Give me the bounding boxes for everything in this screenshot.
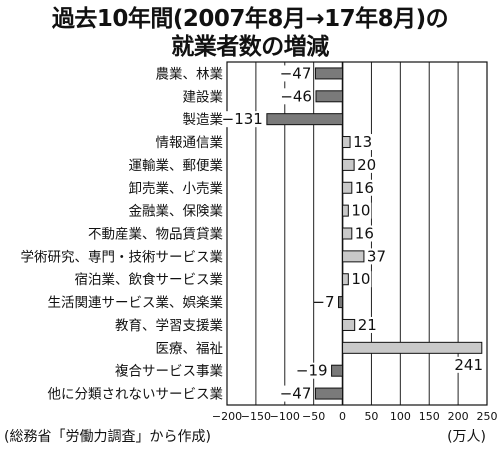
x-tick-label: 200 [448,410,469,423]
data-label: 16 [355,225,374,243]
bar [338,296,344,309]
chart-title-line1: 過去10年間(2007年8月→17年8月)の [51,6,449,32]
category-label: 複合サービス事業 [115,363,223,380]
data-label: −46 [280,87,312,105]
data-label-bg [281,65,313,82]
bar [342,273,349,286]
x-tick-label: 100 [390,410,411,423]
plot-frame [226,61,488,406]
x-tick-label: 0 [339,410,346,423]
unit-label: (万人) [447,429,486,445]
bar [342,204,349,217]
bar [266,113,344,126]
x-tick-label: 150 [419,410,440,423]
bar [342,227,353,240]
bar [314,67,344,80]
data-label: 37 [367,247,386,265]
data-label-bg [353,179,375,196]
chart-title-line2: 就業者数の増減 [171,34,329,60]
data-label-bg [453,356,484,373]
data-label-bg [282,88,313,105]
data-label: −7 [312,293,334,311]
category-label: 不動産業、物品賃貸業 [88,227,223,243]
bar [342,136,351,149]
data-label-bg [223,111,264,128]
category-label: 農業、林業 [156,66,224,82]
bar [342,250,365,263]
data-label-bg [298,362,329,379]
data-label: 241 [454,356,483,374]
category-label: 情報通信業 [156,135,224,151]
data-label-bg [353,225,375,242]
data-label: 16 [355,179,374,197]
data-label: −131 [222,110,263,128]
data-label: −47 [280,64,312,82]
data-label-bg [356,156,378,173]
data-label-bg [356,316,378,333]
data-label: 10 [351,270,370,288]
x-tick-label: 250 [477,410,498,423]
category-label: 生活関連サービス業、娯楽業 [48,295,224,311]
category-label: 建設業 [183,89,224,105]
bar [314,387,344,400]
bar [342,181,353,194]
data-label-bg [350,202,372,219]
category-label: 運輸業、郵便業 [129,158,224,174]
category-label: 医療、福祉 [156,340,224,357]
data-label-bg [352,134,374,151]
x-tick-label: −200 [212,410,242,423]
category-label: 教育、学習支援業 [115,318,223,334]
data-label-bg [281,385,313,402]
data-label: 10 [351,202,370,220]
bar [342,318,356,331]
category-label: 学術研究、専門・技術サービス業 [21,249,224,265]
data-label-bg [350,271,372,288]
x-tick-label: −100 [270,410,300,423]
data-label: −47 [280,385,312,403]
x-tick-label: −150 [241,410,271,423]
data-label-bg [365,248,387,265]
x-tick-label: 50 [364,410,378,423]
category-label: 製造業 [183,112,224,128]
category-label: 宿泊業、飲食サービス業 [75,271,224,288]
data-label: −19 [296,362,328,380]
category-label: 卸売業、小売業 [129,181,224,197]
x-tick-label: −50 [302,410,325,423]
category-label: 他に分類されないサービス業 [48,387,224,403]
bar [331,364,344,377]
data-label: 21 [358,316,377,334]
bar [315,90,344,103]
bar [342,158,355,171]
data-label-bg [314,294,336,311]
bar [342,341,483,354]
category-label: 金融業、保険業 [129,204,224,220]
source-note: (総務省「労働力調査」から作成) [4,429,211,445]
data-label: 13 [353,133,372,151]
data-label: 20 [357,156,376,174]
